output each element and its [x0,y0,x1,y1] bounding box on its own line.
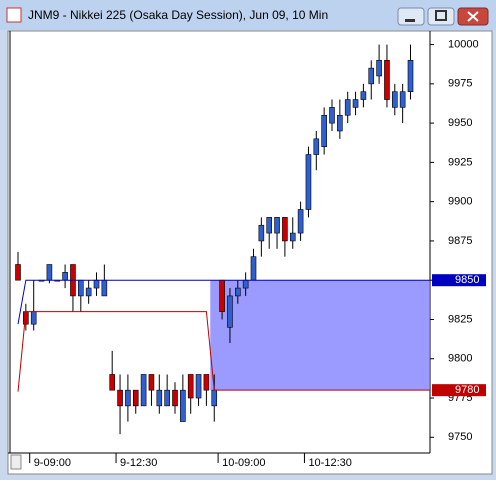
candle-body [148,374,155,391]
price-tag-label: 9850 [455,274,479,286]
minimize-button[interactable] [397,7,425,26]
candle-body [203,374,210,391]
candle-body [407,59,414,92]
candle-body [132,389,139,407]
candle-body [156,389,163,407]
maximize-icon [435,10,447,21]
candle-body [117,389,123,407]
candle-body [321,114,327,147]
candle-body [164,389,170,407]
candle-body [274,217,280,234]
candle-body [180,389,186,422]
y-tick-label: 9750 [448,431,472,443]
x-tick-label: 10-12:30 [308,457,351,469]
x-tick-label: 10-09:00 [222,457,265,469]
y-tick-label: 9950 [448,117,472,129]
candle-body [258,224,265,242]
zone [210,280,430,391]
candle-body [250,256,257,281]
y-tick-label: 9925 [448,156,472,168]
candle-body [235,287,241,297]
price-tag-label: 9780 [455,384,479,396]
x-tick-label: 9-12:30 [120,457,157,469]
y-tick-label: 10000 [448,38,479,50]
app-icon [6,7,22,23]
candle-body [93,279,100,289]
candle-body [329,107,335,124]
candle-body [125,389,131,407]
candle-body [30,311,37,325]
candle-body [15,264,21,281]
y-tick-label: 9800 [448,353,472,365]
candle-body [242,279,249,289]
level-line [17,279,411,325]
candle-body [46,264,53,281]
candle-body [344,99,351,116]
candle-body [391,91,398,108]
candle-body [172,389,178,407]
candle-body [211,389,218,407]
candle-body [227,295,233,328]
candle-body [266,217,273,234]
close-icon [467,11,479,22]
candle-body [289,232,296,242]
level-line [17,311,411,392]
candle-body [297,209,304,234]
candle-body [313,138,320,155]
candle-body [85,287,92,297]
candle-body [195,374,202,399]
price-tag [432,274,486,287]
candle-body [360,91,367,100]
candle-body [187,374,194,399]
maximize-button[interactable] [427,7,455,26]
chart-area [7,30,493,475]
window-title: JNM9 - Nikkei 225 (Osaka Day Session), J… [28,8,328,22]
minimize-icon [405,19,415,22]
candle-body [109,374,115,391]
y-tick-label: 9900 [448,196,472,208]
y-tick-label: 9975 [448,78,472,90]
candle-body [305,154,312,210]
candle-body [384,59,390,100]
candle-body [101,279,108,297]
candle-body [337,114,343,132]
candle-body [140,374,147,407]
candle-body [376,59,382,77]
y-tick-label: 9825 [448,313,472,325]
scroll-box[interactable] [10,454,22,470]
price-tag [432,384,486,397]
candle-body [62,272,68,281]
x-tick-label: 9-09:00 [34,457,71,469]
candle-body [282,217,288,242]
candle-body [78,279,84,297]
candle-body [368,67,375,85]
candle-body [219,279,225,312]
candle-body [352,99,359,108]
candle-body [399,91,406,108]
y-tick-label: 9875 [448,235,472,247]
